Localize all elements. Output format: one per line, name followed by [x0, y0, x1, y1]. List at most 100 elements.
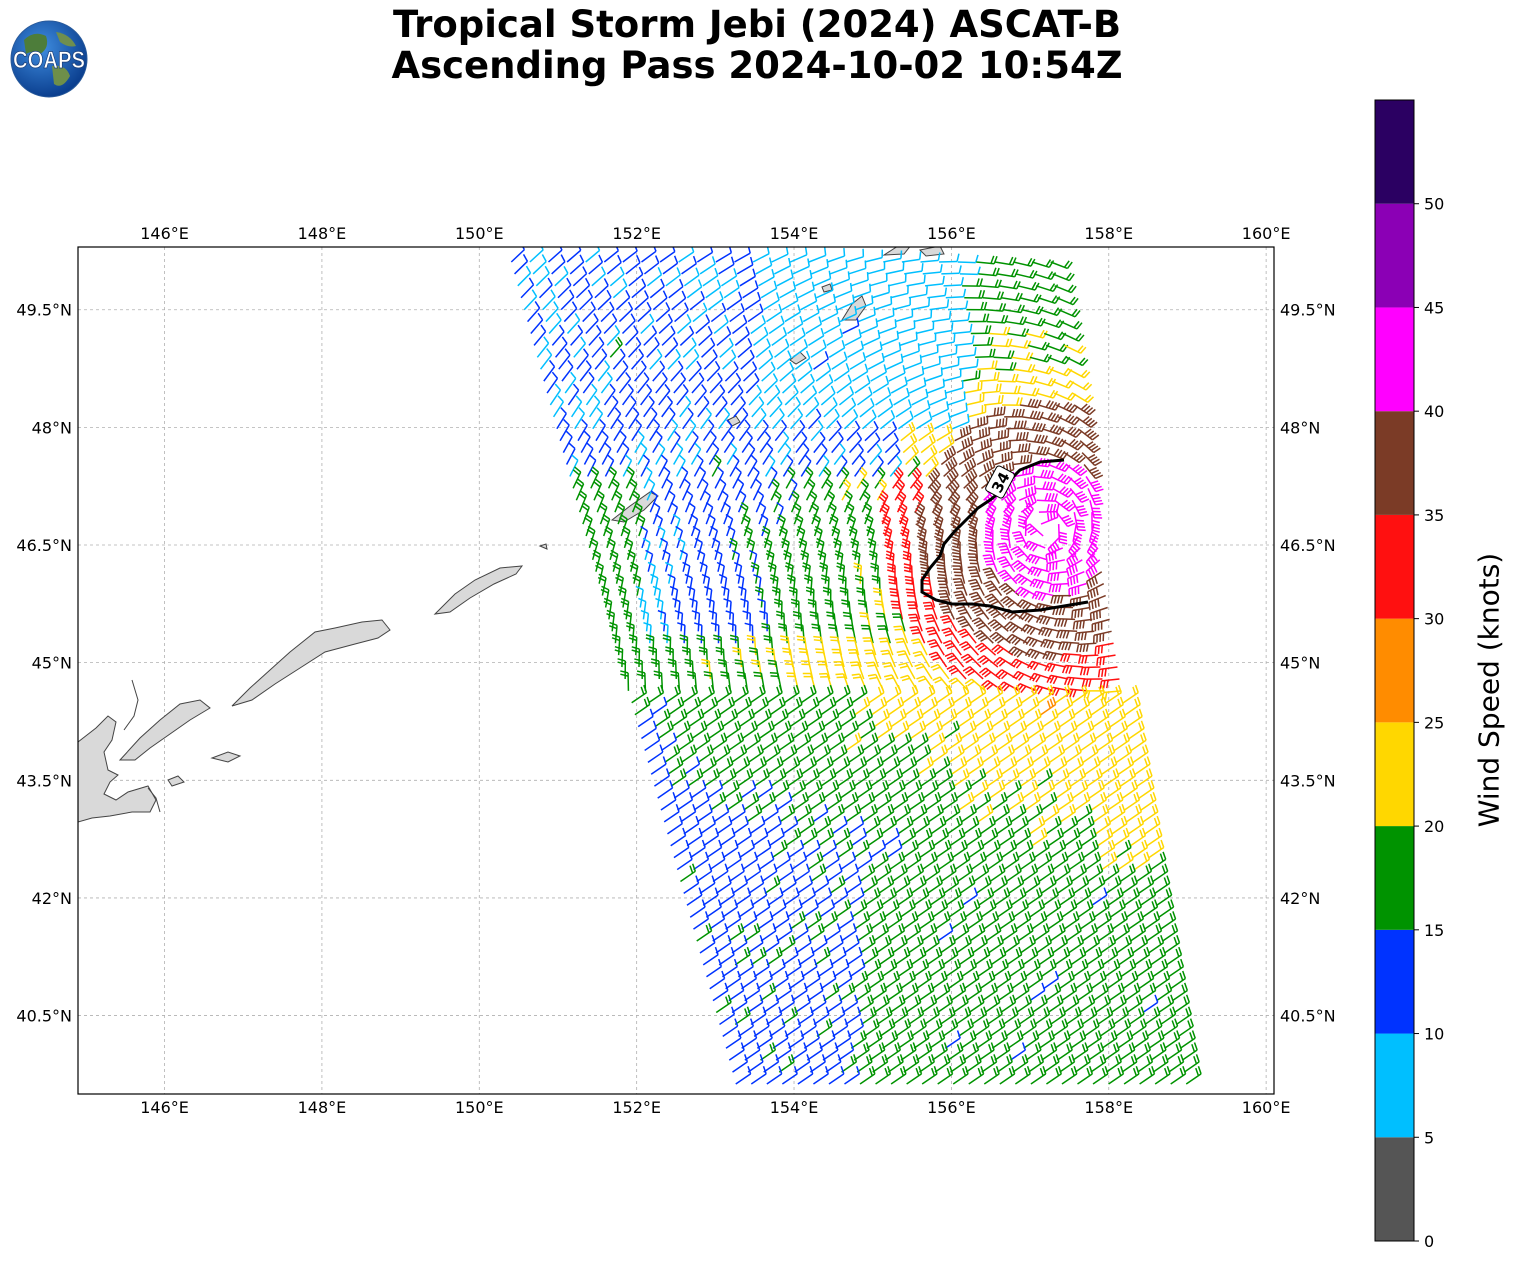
- wind-barb: [787, 315, 804, 335]
- wind-barb: [967, 553, 981, 572]
- wind-barb: [613, 490, 623, 513]
- wind-barb: [1071, 499, 1089, 517]
- wind-barb: [685, 419, 697, 442]
- wind-barb: [711, 454, 722, 477]
- wind-barb: [659, 247, 676, 263]
- wind-barb: [520, 277, 535, 299]
- colorbar-tick-label: 25: [1424, 713, 1444, 732]
- wind-barb: [915, 513, 927, 537]
- wind-barb: [854, 455, 866, 477]
- wind-barb: [917, 332, 937, 347]
- colorbar: 0 5 10 15 20 25 30 35 40 45 50: [1374, 99, 1444, 1251]
- wind-barb: [726, 291, 743, 311]
- wind-barb: [621, 313, 636, 335]
- wind-barb: [1065, 463, 1088, 477]
- wind-barb: [551, 254, 566, 275]
- wind-barb: [755, 257, 773, 275]
- wind-barb: [829, 259, 848, 275]
- wind-barb: [1029, 578, 1052, 590]
- wind-barb: [797, 281, 815, 299]
- wind-barb: [1073, 512, 1086, 532]
- wind-barb: [562, 430, 573, 453]
- wind-barb: [901, 251, 922, 263]
- wind-barb: [1014, 586, 1037, 598]
- wind-barb: [681, 478, 691, 501]
- wind-barb: [662, 255, 679, 275]
- wind-barb: [1037, 295, 1061, 305]
- wind-barb: [996, 268, 1019, 278]
- wind-barb: [734, 247, 751, 263]
- wind-barb: [1046, 448, 1069, 460]
- wind-barb: [702, 419, 715, 442]
- wind-barb: [943, 276, 964, 287]
- wind-barb: [563, 301, 578, 323]
- colorbar-label: Wind Speed (knots): [1472, 552, 1506, 828]
- wind-barb: [716, 561, 725, 584]
- wind-barb: [1037, 400, 1061, 411]
- wind-barb: [655, 372, 668, 394]
- wind-barb: [628, 478, 638, 501]
- colorbar-bin-0: [1375, 1137, 1414, 1241]
- wind-barb: [865, 341, 883, 358]
- wind-barb: [913, 309, 933, 323]
- wind-barb: [805, 478, 816, 501]
- wind-barb: [612, 348, 626, 370]
- wind-barb: [744, 291, 762, 311]
- wind-barb: [646, 337, 660, 358]
- wind-barb: [762, 442, 774, 465]
- wind-barb: [797, 362, 813, 382]
- wind-barb: [1086, 582, 1105, 600]
- wind-barb: [1066, 559, 1083, 577]
- wind-barb: [1087, 488, 1104, 506]
- wind-barb: [696, 466, 707, 489]
- wind-barb: [721, 585, 730, 608]
- wind-barb: [667, 419, 679, 442]
- wind-barb: [976, 255, 998, 265]
- wind-barb: [661, 395, 674, 418]
- wind-barb: [940, 445, 957, 466]
- wind-barb: [941, 265, 962, 275]
- wind-barb: [597, 360, 611, 382]
- wind-barb: [768, 315, 785, 335]
- wind-barb: [905, 444, 919, 466]
- wind-barb: [984, 303, 1007, 312]
- wind-barb: [610, 407, 622, 430]
- wind-barb: [889, 455, 903, 477]
- wind-barb: [682, 337, 697, 358]
- wind-barb: [1068, 368, 1091, 379]
- wind-barb: [557, 277, 572, 299]
- wind-barb: [652, 290, 668, 311]
- wind-barb: [931, 310, 952, 323]
- wind-barb: [902, 433, 918, 454]
- wind-barb: [700, 407, 712, 430]
- wind-barb: [947, 391, 966, 406]
- wind-barb: [1008, 431, 1029, 442]
- wind-barb: [1042, 424, 1065, 436]
- wind-barb: [1016, 475, 1036, 490]
- wind-barb: [686, 585, 696, 608]
- wind-barb: [634, 430, 645, 453]
- wind-barb: [703, 349, 718, 370]
- wind-barb: [839, 306, 858, 323]
- colorbar-bin-3: [1375, 826, 1414, 930]
- wind-barb: [800, 373, 815, 394]
- wind-barb: [808, 247, 827, 263]
- wind-barb: [674, 302, 689, 323]
- wind-barb: [881, 330, 900, 347]
- wind-barb: [970, 325, 992, 335]
- wind-barb: [810, 420, 824, 442]
- wind-barb: [747, 303, 764, 323]
- wind-barb: [1081, 452, 1103, 467]
- wind-barb: [646, 478, 656, 501]
- wind-barb: [771, 247, 789, 263]
- wind-barb: [957, 254, 979, 264]
- wind-barb: [968, 539, 979, 560]
- wind-barb: [960, 457, 977, 478]
- wind-barb: [1001, 292, 1023, 302]
- wind-barb: [834, 550, 844, 572]
- wind-barb: [853, 283, 872, 299]
- wind-barb: [763, 373, 778, 394]
- wind-barb: [669, 585, 679, 608]
- wind-barb: [789, 247, 808, 263]
- wind-barb: [1012, 573, 1035, 586]
